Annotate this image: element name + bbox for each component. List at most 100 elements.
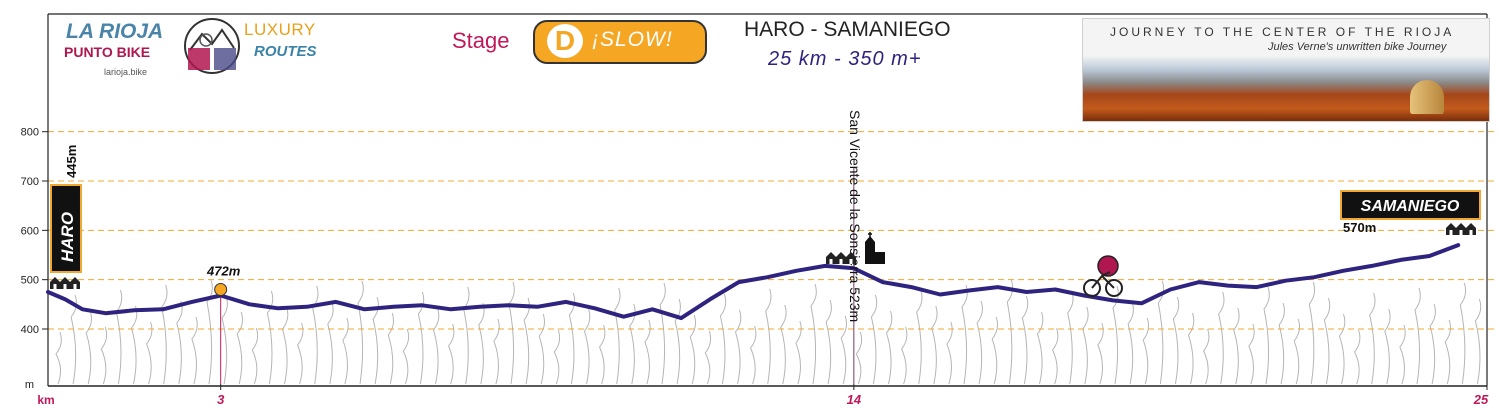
vine-stroke bbox=[1308, 281, 1316, 385]
vine-stroke bbox=[266, 290, 274, 385]
vine-stroke bbox=[1384, 308, 1391, 385]
wheel bbox=[1105, 279, 1123, 297]
house-door bbox=[1449, 230, 1453, 235]
vine-stroke bbox=[704, 330, 712, 385]
vine-stroke bbox=[825, 299, 832, 385]
vine-stroke bbox=[614, 287, 621, 385]
houses-icon bbox=[1446, 223, 1476, 235]
vine-stroke bbox=[221, 295, 228, 385]
logo-emblem-icon bbox=[184, 18, 240, 74]
vine-stroke bbox=[493, 318, 500, 385]
vine-stroke bbox=[1414, 287, 1421, 385]
vine-stroke bbox=[946, 321, 953, 385]
wheel bbox=[1083, 279, 1101, 297]
vine-stroke bbox=[810, 283, 817, 385]
y-tick-label: 400 bbox=[21, 324, 39, 336]
summit-marker-icon bbox=[214, 282, 228, 296]
vine-stroke bbox=[1429, 303, 1436, 385]
brand-url: larioja.bike bbox=[104, 67, 148, 77]
vine-stroke bbox=[115, 289, 123, 385]
vine-stroke bbox=[1323, 297, 1331, 385]
vine-stroke bbox=[281, 306, 289, 385]
vineyard-texture bbox=[55, 279, 1482, 385]
house-shape bbox=[70, 277, 80, 289]
vine-stroke bbox=[417, 291, 425, 385]
vine-stroke bbox=[1036, 311, 1044, 385]
house-shape bbox=[1446, 223, 1456, 235]
vine-stroke bbox=[855, 331, 863, 385]
brand-routes: ROUTES bbox=[254, 43, 317, 60]
house-door bbox=[53, 284, 57, 289]
y-axis-label: m bbox=[25, 379, 34, 391]
house-shape bbox=[60, 277, 70, 289]
vine-stroke bbox=[432, 307, 440, 385]
elevation-profile-line bbox=[46, 243, 1461, 321]
vine-stroke bbox=[1097, 322, 1104, 385]
houses-icon bbox=[826, 252, 856, 264]
house-shape bbox=[826, 252, 836, 264]
vine-stroke bbox=[463, 286, 470, 385]
vine-stroke bbox=[1293, 318, 1301, 385]
vine-stroke bbox=[1067, 290, 1074, 385]
vine-stroke bbox=[976, 300, 983, 385]
vine-stroke bbox=[1142, 317, 1150, 385]
vine-stroke bbox=[1172, 296, 1180, 385]
vine-stroke bbox=[1338, 313, 1346, 385]
vine-stroke bbox=[176, 300, 183, 385]
vine-stroke bbox=[750, 325, 757, 385]
vine-stroke bbox=[629, 303, 636, 385]
house-door bbox=[63, 284, 67, 289]
vine-stroke bbox=[1218, 291, 1225, 385]
vine-stroke bbox=[402, 328, 410, 385]
vine-stroke bbox=[1354, 329, 1361, 385]
vine-stroke bbox=[372, 296, 379, 385]
vine-stroke bbox=[719, 293, 727, 385]
vine-stroke bbox=[85, 310, 93, 385]
vine-stroke bbox=[236, 311, 244, 385]
church-roof bbox=[865, 236, 875, 242]
vine-stroke bbox=[734, 309, 742, 385]
vine-stroke bbox=[599, 324, 606, 385]
vine-stroke bbox=[659, 282, 666, 385]
vine-stroke bbox=[312, 285, 319, 385]
vine-stroke bbox=[583, 308, 591, 385]
house-door bbox=[829, 259, 833, 264]
end-elevation-label: 570m bbox=[1343, 220, 1376, 235]
house-door bbox=[1469, 230, 1473, 235]
vine-stroke bbox=[568, 292, 576, 385]
vine-stroke bbox=[387, 312, 395, 385]
x-tick-label: 3 bbox=[217, 392, 225, 407]
start-town-name: HARO bbox=[58, 212, 77, 262]
vine-stroke bbox=[1157, 280, 1165, 385]
y-tick-label: 600 bbox=[21, 225, 39, 237]
house-shape bbox=[846, 252, 856, 264]
church-nave bbox=[875, 252, 885, 264]
vine-stroke bbox=[206, 279, 213, 385]
brand-subtitle: PUNTO BIKE bbox=[64, 44, 151, 60]
summit-label: 472m bbox=[206, 263, 241, 278]
vine-stroke bbox=[1399, 324, 1406, 385]
banner-title: JOURNEY TO THE CENTER OF THE RIOJA bbox=[1110, 25, 1455, 39]
vine-stroke bbox=[297, 322, 304, 385]
vine-stroke bbox=[1203, 328, 1210, 385]
vine-stroke bbox=[1474, 298, 1482, 385]
vine-stroke bbox=[538, 313, 546, 385]
stage-label: Stage bbox=[452, 28, 510, 53]
vine-stroke bbox=[357, 280, 364, 385]
vine-stroke bbox=[448, 323, 455, 385]
church-tower bbox=[865, 242, 875, 264]
vine-stroke bbox=[1278, 302, 1285, 385]
vine-stroke bbox=[1052, 327, 1059, 385]
houses-icon bbox=[50, 277, 80, 289]
house-door bbox=[849, 259, 853, 264]
vine-stroke bbox=[100, 326, 108, 385]
start-town-box bbox=[50, 184, 82, 273]
house-shape bbox=[1456, 223, 1466, 235]
rider-body bbox=[1097, 255, 1119, 277]
house-shape bbox=[1466, 223, 1476, 235]
vine-stroke bbox=[674, 298, 681, 385]
vine-stroke bbox=[901, 326, 908, 385]
vine-stroke bbox=[130, 305, 138, 385]
banner-subtitle: Jules Verne's unwritten bike Journey bbox=[1268, 41, 1447, 53]
